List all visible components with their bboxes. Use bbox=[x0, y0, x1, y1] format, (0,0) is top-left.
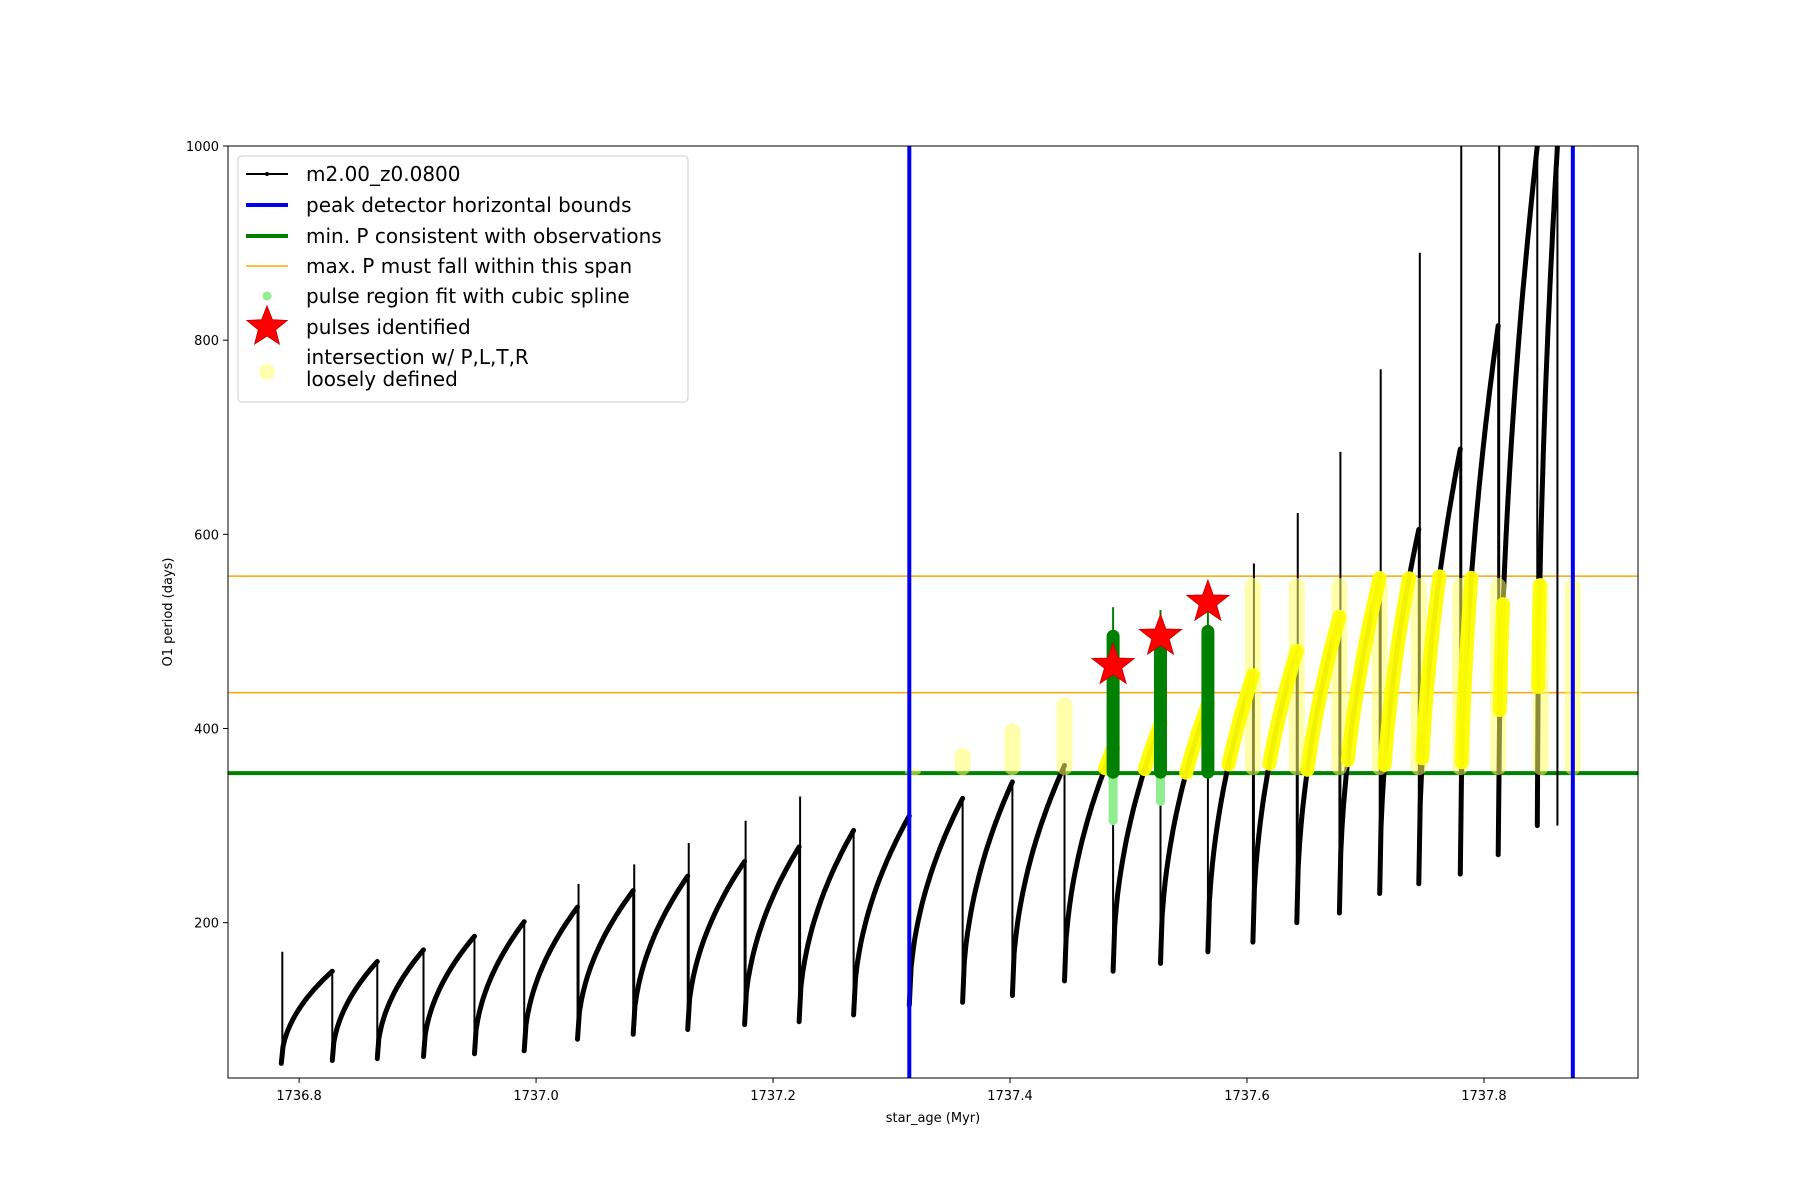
pulse-star-1 bbox=[1138, 612, 1183, 656]
pulse-segment-9 bbox=[742, 844, 802, 1028]
x-tick-label-1: 1737.0 bbox=[513, 1089, 559, 1104]
intersection-arc-23 bbox=[1415, 569, 1447, 766]
x-tick-label-2: 1737.2 bbox=[750, 1089, 796, 1104]
intersection-arc-25 bbox=[1492, 597, 1511, 717]
legend-label-4: pulse region fit with cubic spline bbox=[306, 284, 630, 308]
legend-entry-2: min. P consistent with observations bbox=[246, 224, 662, 248]
intersection-column-5 bbox=[1288, 578, 1305, 776]
pulse-segment-6 bbox=[575, 888, 636, 1042]
legend-entry-0: m2.00_z0.0800 bbox=[246, 162, 461, 186]
x-tick-label-5: 1737.8 bbox=[1461, 1089, 1507, 1104]
pulse-segment-26 bbox=[1534, 146, 1560, 829]
intersection-column-0 bbox=[904, 769, 921, 776]
x-axis: 1736.8 1737.0 1737.2 1737.4 1737.6 1737.8 bbox=[276, 1078, 1507, 1104]
y-tick-label-3: 800 bbox=[194, 334, 219, 349]
x-tick-label-0: 1736.8 bbox=[276, 1089, 322, 1104]
legend-label-2: min. P consistent with observations bbox=[306, 224, 662, 248]
legend-label-1: peak detector horizontal bounds bbox=[306, 193, 632, 217]
pulse-segment-10 bbox=[796, 827, 857, 1025]
pulse-segment-0 bbox=[278, 968, 335, 1066]
intersection-arc-22 bbox=[1377, 571, 1416, 772]
series-intersection bbox=[904, 569, 1581, 780]
intersection-column-3 bbox=[1056, 697, 1073, 776]
y-axis: 200 400 600 800 1000 bbox=[186, 140, 228, 932]
x-tick-label-3: 1737.4 bbox=[987, 1089, 1033, 1104]
legend-entry-4: pulse region fit with cubic spline bbox=[262, 284, 630, 308]
y-tick-label-1: 400 bbox=[194, 723, 219, 738]
x-tick-label-4: 1737.6 bbox=[1224, 1089, 1270, 1104]
legend-label-3: max. P must fall within this span bbox=[306, 254, 632, 278]
legend-label-6-line2: loosely defined bbox=[306, 367, 458, 391]
legend-entry-3: max. P must fall within this span bbox=[246, 254, 632, 278]
legend-marker-dot bbox=[262, 291, 272, 301]
pulse-segment-11 bbox=[851, 813, 912, 1018]
legend-box bbox=[237, 155, 689, 403]
plot-frame bbox=[227, 145, 1639, 1079]
y-tick-label-4: 1000 bbox=[186, 140, 219, 155]
pulse-segment-15 bbox=[1062, 745, 1116, 984]
intersection-column-1 bbox=[954, 747, 971, 776]
plot-area bbox=[228, 146, 1638, 1078]
x-axis-label: star_age (Myr) bbox=[886, 1111, 980, 1126]
intersection-arc-26 bbox=[1531, 578, 1547, 694]
y-tick-label-0: 200 bbox=[194, 917, 219, 932]
legend-marker-dot bbox=[265, 172, 269, 176]
intersection-arc-24 bbox=[1454, 570, 1479, 770]
pulse-segment-13 bbox=[960, 779, 1015, 1005]
pulse-segment-2 bbox=[374, 947, 426, 1062]
intersection-arc-18 bbox=[1221, 668, 1260, 772]
legend-marker-dot bbox=[259, 364, 275, 380]
pulse-segment-14 bbox=[1009, 762, 1067, 998]
pulse-star-2 bbox=[1185, 578, 1231, 622]
legend-label-6: intersection w/ P,L,T,R bbox=[306, 345, 529, 369]
pulse-segment-8 bbox=[685, 859, 748, 1032]
pulse-segment-1 bbox=[329, 959, 380, 1063]
y-axis-label: O1 period (days) bbox=[161, 557, 176, 666]
pulse-segment-5 bbox=[521, 904, 580, 1054]
legend-marker-star bbox=[245, 304, 289, 346]
legend-label-5: pulses identified bbox=[306, 315, 471, 339]
legend-label-0: m2.00_z0.0800 bbox=[306, 162, 461, 186]
y-tick-label-2: 600 bbox=[194, 528, 219, 543]
intersection-arc-19 bbox=[1262, 643, 1304, 771]
pulse-star-0 bbox=[1090, 641, 1136, 685]
legend-entry-1: peak detector horizontal bounds bbox=[246, 193, 632, 217]
intersection-column-2 bbox=[1004, 723, 1021, 776]
legend-entry-5: pulses identified bbox=[245, 304, 471, 346]
pulse-segment-3 bbox=[421, 933, 477, 1060]
intersection-arc-20 bbox=[1300, 609, 1347, 777]
series-pulses-identified bbox=[1090, 578, 1231, 685]
pulse-segment-7 bbox=[630, 873, 691, 1037]
pulse-segment-4 bbox=[472, 919, 527, 1057]
intersection-arc-21 bbox=[1340, 571, 1387, 768]
pulse-segment-12 bbox=[906, 795, 966, 1008]
pulse-segment-25 bbox=[1495, 146, 1540, 858]
